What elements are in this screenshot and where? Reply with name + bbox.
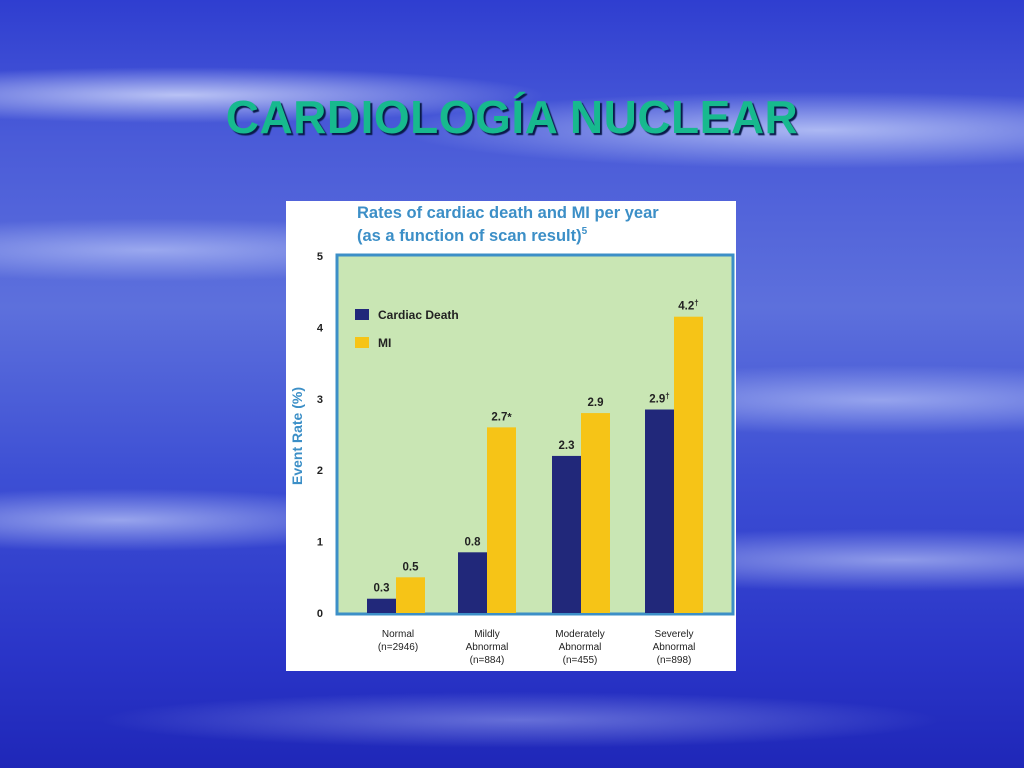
bar-cardiac-death — [367, 598, 396, 613]
y-tick-label: 5 — [317, 251, 323, 263]
category-label: (n=898) — [657, 655, 692, 666]
bar-value-label: 2.7* — [491, 411, 512, 423]
chart-title-line-2-text: (as a function of scan result) — [357, 227, 582, 245]
bar-mi — [487, 427, 516, 613]
legend-swatch — [355, 337, 369, 348]
y-tick-label: 2 — [317, 465, 323, 477]
bar-cardiac-death — [552, 455, 581, 613]
category-label: (n=455) — [563, 655, 598, 666]
legend-swatch — [355, 309, 369, 320]
y-tick-label: 0 — [317, 608, 323, 620]
bar-value-mark: * — [507, 411, 512, 423]
y-axis-label: Event Rate (%) — [289, 387, 305, 485]
category-label: (n=884) — [470, 655, 505, 666]
category-label: Abnormal — [466, 642, 509, 653]
bar-value-mark: † — [665, 392, 669, 401]
bar-mi — [674, 316, 703, 613]
y-tick-label: 3 — [317, 394, 323, 406]
bar-mi — [396, 577, 425, 613]
y-tick-label: 4 — [317, 322, 324, 334]
bar-value-label: 0.8 — [465, 536, 482, 548]
bar-value-label: 2.3 — [559, 440, 575, 452]
bar-cardiac-death — [458, 552, 487, 613]
bar-value-label: 2.9 — [588, 397, 604, 409]
legend-label: Cardiac Death — [378, 308, 459, 322]
legend-label: MI — [378, 336, 391, 350]
chart-panel: Rates of cardiac death and MI per year (… — [286, 201, 736, 671]
chart-title-line-2: (as a function of scan result)5 — [357, 226, 588, 245]
bar-chart: Rates of cardiac death and MI per year (… — [289, 204, 735, 666]
category-label: Abnormal — [559, 642, 602, 653]
category-label: Mildly — [474, 629, 500, 640]
category-label: Normal — [382, 629, 414, 640]
chart-title-superscript: 5 — [582, 226, 588, 237]
bar-value-label: 0.5 — [403, 561, 420, 573]
bar-value-label: 2.9† — [649, 392, 669, 406]
bar-value-label: 4.2† — [678, 299, 698, 313]
bar-mi — [581, 413, 610, 613]
chart-title-line-1: Rates of cardiac death and MI per year — [357, 204, 659, 222]
bar-value-label: 0.3 — [374, 583, 390, 595]
slide-title: CARDIOLOGÍA NUCLEAR — [225, 91, 799, 143]
category-label: Severely — [655, 629, 694, 640]
category-label: Abnormal — [653, 642, 696, 653]
category-label: (n=2946) — [378, 642, 418, 653]
bar-value-mark: † — [694, 299, 698, 308]
category-label: Moderately — [555, 629, 604, 640]
bar-cardiac-death — [645, 409, 674, 613]
y-tick-label: 1 — [317, 537, 323, 549]
